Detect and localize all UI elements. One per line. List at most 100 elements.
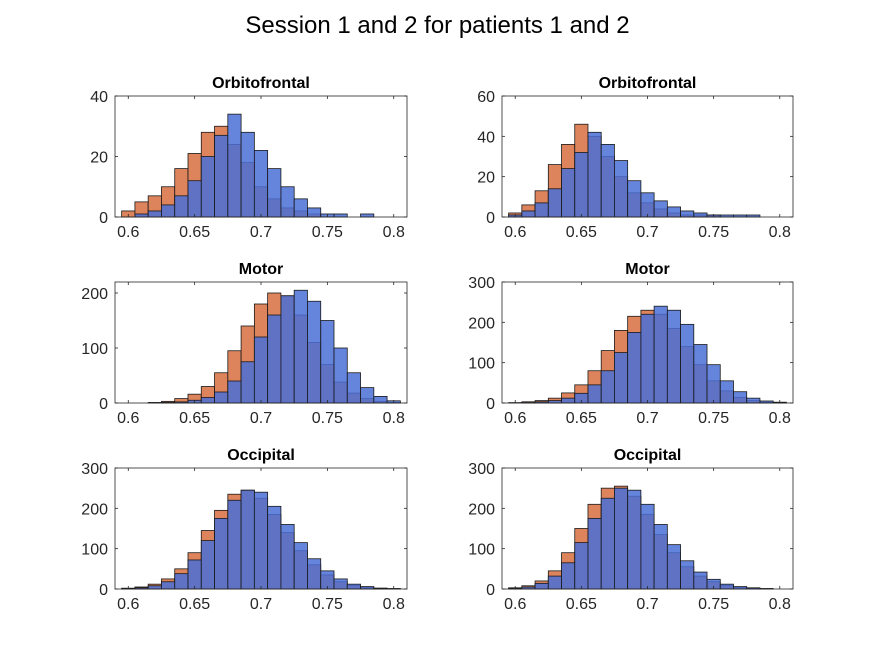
y-tick-label: 100 — [468, 356, 495, 373]
bar — [293, 542, 308, 590]
y-tick-label: 300 — [468, 461, 495, 478]
subplot-title: Motor — [625, 261, 669, 278]
bar — [587, 384, 602, 404]
bar — [521, 210, 536, 218]
bar — [214, 518, 229, 590]
subplot-6: Occipital 0.6 0.65 0.7 0.75 0.8 0 100 200 300 — [468, 447, 794, 613]
x-tick-label: 0.75 — [312, 224, 343, 241]
x-tick-label: 0.8 — [383, 224, 405, 241]
bar — [240, 131, 255, 218]
bar — [227, 499, 242, 590]
bar — [653, 200, 668, 218]
bar — [653, 305, 668, 404]
bar — [293, 289, 308, 404]
bar — [333, 347, 348, 404]
bar — [534, 582, 549, 590]
subplot-2: Orbitofrontal 0.6 0.65 0.7 0.75 0.8 0 20 40 60 — [477, 75, 794, 241]
y-tick-label: 100 — [468, 542, 495, 559]
bar — [307, 207, 322, 218]
bar — [346, 583, 361, 590]
series-2 — [121, 489, 401, 590]
x-tick-label: 0.75 — [312, 410, 343, 427]
bar — [240, 489, 255, 590]
bar — [614, 487, 629, 590]
subplot-5: Occipital 0.6 0.65 0.7 0.75 0.8 0 100 200 300 — [81, 447, 408, 613]
bar — [574, 542, 589, 590]
bar — [653, 524, 668, 590]
bar — [200, 397, 215, 404]
bar — [360, 387, 375, 404]
y-tick-label: 60 — [477, 89, 495, 106]
bar — [627, 489, 642, 590]
bar — [253, 491, 269, 590]
x-tick-label: 0.8 — [383, 410, 405, 427]
bar — [214, 134, 229, 218]
bar — [267, 314, 282, 404]
bar — [187, 559, 202, 590]
x-tick-label: 0.8 — [769, 410, 791, 427]
y-tick-label: 200 — [81, 286, 108, 303]
bar — [693, 571, 708, 590]
series-2 — [134, 113, 375, 218]
x-tick-label: 0.75 — [698, 224, 729, 241]
x-tick-label: 0.6 — [504, 410, 526, 427]
bar — [680, 560, 695, 590]
subplot-title: Occipital — [614, 447, 682, 464]
bar — [614, 160, 629, 218]
x-tick-label: 0.6 — [504, 596, 526, 613]
x-tick-label: 0.75 — [698, 410, 729, 427]
bar — [587, 131, 602, 218]
bar — [534, 202, 549, 218]
x-tick-label: 0.7 — [636, 410, 658, 427]
bar — [600, 143, 615, 218]
bar — [719, 380, 734, 404]
subplot-3: Motor 0.6 0.65 0.7 0.75 0.8 0 100 200 — [81, 261, 408, 427]
bar — [333, 213, 348, 218]
y-tick-label: 20 — [477, 170, 495, 187]
series-2 — [508, 131, 761, 218]
bar — [640, 503, 655, 590]
bar — [267, 505, 282, 590]
x-tick-label: 0.7 — [250, 596, 272, 613]
y-tick-label: 100 — [81, 341, 108, 358]
bar — [666, 544, 681, 590]
bar — [693, 212, 708, 218]
bar — [561, 397, 576, 404]
bar — [547, 188, 562, 218]
bar — [706, 364, 721, 404]
x-tick-label: 0.8 — [769, 224, 791, 241]
bar — [574, 152, 589, 218]
bar — [280, 524, 295, 590]
bar — [280, 295, 295, 404]
bar — [561, 562, 576, 590]
bar — [227, 113, 242, 218]
bar — [733, 391, 748, 404]
bar — [360, 213, 375, 218]
bar — [600, 370, 615, 404]
subplot-title: Orbitofrontal — [212, 75, 310, 92]
x-tick-label: 0.6 — [117, 596, 139, 613]
bar — [134, 213, 149, 218]
x-tick-label: 0.8 — [383, 596, 405, 613]
x-tick-label: 0.7 — [636, 596, 658, 613]
x-tick-label: 0.65 — [566, 596, 597, 613]
bar — [640, 192, 655, 218]
x-tick-label: 0.65 — [566, 224, 597, 241]
x-tick-label: 0.6 — [504, 224, 526, 241]
bar — [147, 585, 162, 590]
y-tick-label: 200 — [81, 501, 108, 518]
x-tick-label: 0.7 — [250, 410, 272, 427]
subplot-title: Orbitofrontal — [599, 75, 697, 92]
bar — [293, 198, 308, 218]
bar — [307, 300, 322, 404]
bar — [320, 320, 335, 404]
bar — [346, 372, 361, 404]
subplot-1: Orbitofrontal 0.6 0.65 0.7 0.75 0.8 0 20 40 — [90, 75, 408, 241]
bar — [627, 180, 642, 218]
y-tick-label: 200 — [468, 501, 495, 518]
bar — [666, 206, 681, 218]
bar — [547, 575, 562, 590]
bar — [174, 195, 189, 218]
y-tick-label: 20 — [90, 150, 108, 167]
bar — [627, 332, 642, 404]
